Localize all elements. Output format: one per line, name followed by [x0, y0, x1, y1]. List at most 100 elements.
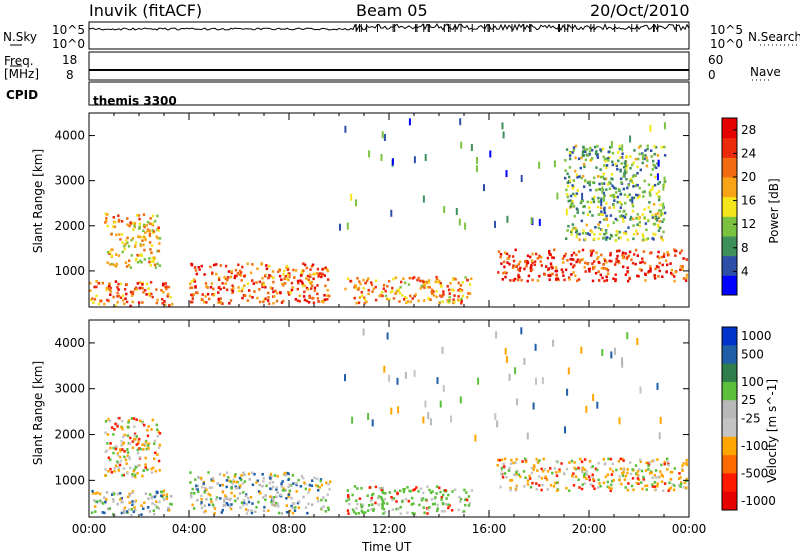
- data-cell: [317, 275, 320, 278]
- data-cell: [150, 251, 153, 255]
- data-cell: [426, 485, 429, 489]
- data-cell: [604, 462, 607, 465]
- data-cell: [198, 268, 201, 271]
- data-cell: [108, 252, 111, 255]
- data-cell: [269, 487, 272, 490]
- data-cell: [132, 290, 135, 294]
- station-title: Inuvik (fitACF): [89, 1, 203, 20]
- data-cell: [605, 157, 608, 161]
- data-cell: [657, 256, 661, 260]
- data-cell: [633, 149, 636, 152]
- data-cell: [241, 265, 244, 269]
- data-cell: [503, 472, 507, 475]
- data-cell: [683, 481, 687, 484]
- data-cell: [511, 266, 515, 269]
- data-cell: [127, 263, 131, 267]
- data-cell: [251, 263, 254, 266]
- data-cell: [636, 171, 639, 175]
- data-cell: [99, 492, 102, 496]
- data-cell: [436, 280, 440, 284]
- data-cell: [228, 505, 232, 509]
- data-cell: [453, 488, 457, 491]
- data-cell: [158, 237, 162, 240]
- data-cell: [611, 470, 615, 473]
- data-cell: [624, 273, 628, 276]
- data-cell: [243, 473, 246, 477]
- data-cell: [306, 274, 310, 278]
- data-cell: [275, 495, 278, 498]
- sparse-cell: [631, 196, 634, 204]
- data-cell: [576, 189, 579, 192]
- data-cell: [161, 302, 164, 305]
- data-cell: [540, 256, 543, 259]
- data-cell: [622, 214, 625, 218]
- sparse-cell: [618, 417, 621, 425]
- data-cell: [151, 214, 155, 218]
- data-cell: [613, 199, 616, 202]
- data-cell: [234, 485, 237, 488]
- freq-unit-label: [MHz]: [4, 67, 40, 81]
- data-cell: [284, 274, 288, 278]
- sparse-cell: [346, 222, 349, 230]
- data-cell: [151, 222, 154, 225]
- data-cell: [116, 425, 119, 428]
- data-cell: [518, 269, 521, 273]
- sparse-cell: [514, 367, 517, 375]
- data-cell: [669, 486, 673, 490]
- data-cell: [655, 265, 659, 268]
- data-cell: [548, 278, 551, 281]
- data-cell: [320, 275, 323, 279]
- data-cell: [611, 160, 614, 164]
- data-cell: [277, 505, 280, 508]
- data-cell: [229, 480, 233, 484]
- data-cell: [146, 434, 150, 438]
- data-cell: [325, 268, 329, 271]
- data-cell: [538, 475, 541, 478]
- sparse-cell: [404, 371, 407, 379]
- sparse-cell: [564, 426, 566, 434]
- data-cell: [615, 164, 618, 168]
- data-cell: [423, 282, 426, 285]
- data-cell: [116, 423, 120, 426]
- data-cell: [648, 201, 651, 204]
- data-cell: [597, 270, 600, 273]
- data-cell: [391, 286, 394, 290]
- data-cell: [407, 499, 410, 503]
- data-cell: [583, 148, 586, 151]
- data-cell: [629, 218, 632, 221]
- data-cell: [223, 500, 226, 503]
- data-cell: [531, 268, 534, 272]
- data-cell: [632, 217, 635, 221]
- data-cell: [327, 508, 330, 511]
- data-cell: [442, 290, 445, 293]
- data-cell: [281, 488, 285, 492]
- data-cell: [258, 483, 261, 487]
- data-cell: [219, 297, 222, 300]
- velocity-colorbar-segment: [722, 363, 737, 383]
- data-cell: [315, 484, 318, 487]
- sparse-cell: [553, 160, 556, 168]
- data-cell: [114, 221, 117, 224]
- data-cell: [602, 263, 605, 266]
- data-cell: [608, 206, 611, 209]
- data-cell: [545, 478, 549, 481]
- data-cell: [266, 299, 270, 302]
- data-cell: [661, 238, 665, 242]
- data-cell: [280, 301, 284, 304]
- data-cell: [152, 466, 155, 470]
- data-cell: [594, 271, 598, 275]
- data-cell: [392, 297, 396, 300]
- data-cell: [448, 295, 451, 299]
- data-cell: [592, 249, 595, 253]
- data-cell: [163, 285, 167, 289]
- data-cell: [123, 506, 126, 510]
- data-cell: [656, 223, 660, 227]
- data-cell: [130, 513, 133, 517]
- data-cell: [636, 213, 639, 216]
- data-cell: [104, 221, 107, 224]
- panel-frame: [88, 112, 690, 308]
- data-cell: [622, 210, 625, 213]
- data-cell: [637, 217, 640, 220]
- data-cell: [630, 179, 633, 182]
- data-cell: [292, 268, 295, 272]
